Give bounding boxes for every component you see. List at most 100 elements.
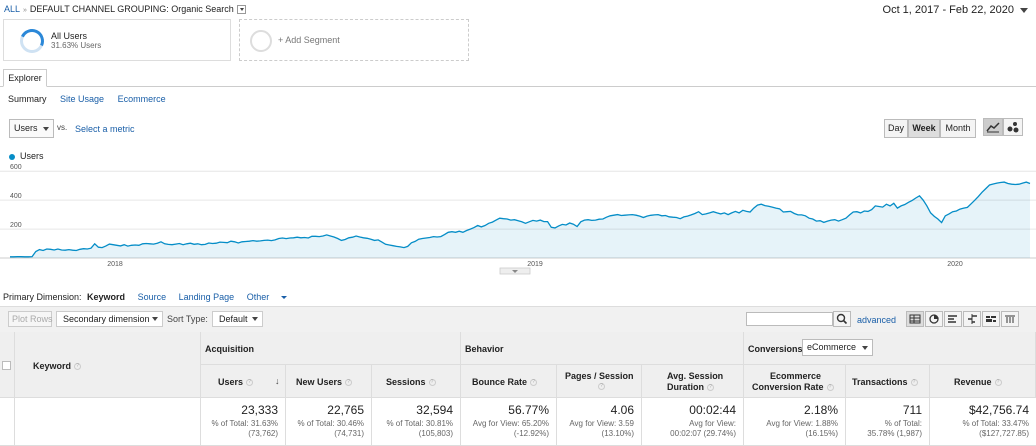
chevron-down-icon xyxy=(152,317,158,321)
breadcrumb-root-link[interactable]: ALL xyxy=(4,4,21,14)
vs-label: vs. xyxy=(57,123,68,132)
primary-dimension-other[interactable]: Other xyxy=(247,292,298,302)
date-range-picker[interactable]: Oct 1, 2017 - Feb 22, 2020 xyxy=(883,4,1028,16)
avg-duration-header-line2: Duration? xyxy=(667,382,714,392)
x-tick-label: 2019 xyxy=(527,261,543,268)
view-comparison-button[interactable] xyxy=(963,311,981,327)
metric-select[interactable]: Users xyxy=(9,119,54,138)
segment-subtitle: 31.63% Users xyxy=(51,41,102,50)
chevron-down-icon xyxy=(862,346,868,350)
column-header-sessions[interactable]: Sessions? xyxy=(372,365,461,398)
plot-rows-button[interactable]: Plot Rows xyxy=(8,311,53,327)
pages-session-header-label: Pages / Session xyxy=(565,371,634,381)
view-pivot-button[interactable] xyxy=(1001,311,1019,327)
ecom-rate-header-line2-label: Conversion Rate xyxy=(752,382,824,392)
primary-dimension-keyword[interactable]: Keyword xyxy=(87,292,126,302)
table-view-icon xyxy=(909,314,921,324)
primary-dimension-source[interactable]: Source xyxy=(137,292,167,302)
chevron-down-icon xyxy=(252,317,258,321)
bounce-rate-header: Bounce Rate? xyxy=(472,377,538,387)
column-header-new-users[interactable]: New Users? xyxy=(286,365,372,398)
search-icon xyxy=(836,313,848,325)
x-tick-label: 2020 xyxy=(947,261,963,268)
table-toolbar xyxy=(0,306,1036,332)
conversion-type-select[interactable]: eCommerce xyxy=(802,339,873,356)
keyword-header[interactable]: Keyword? xyxy=(33,361,82,371)
conversions-group-header: Conversions xyxy=(744,332,1036,365)
granularity-day-button[interactable]: Day xyxy=(884,119,908,138)
subtab-site-usage[interactable]: Site Usage xyxy=(60,94,105,104)
total-transactions-sub1: % of Total: xyxy=(884,419,922,428)
primary-dimension-other-label: Other xyxy=(246,292,270,302)
help-icon: ? xyxy=(246,379,254,387)
total-sessions-sub2: (105,803) xyxy=(418,429,453,438)
total-bounce-rate-value: 56.77% xyxy=(508,403,549,417)
users-series-area xyxy=(10,182,1030,258)
total-bounce-rate-cell: 56.77% Avg for View: 65.20% (-12.92%) xyxy=(461,398,557,446)
total-users-value: 23,333 xyxy=(241,403,278,417)
granularity-month-button[interactable]: Month xyxy=(940,119,976,138)
column-header-ecommerce-conversion-rate[interactable]: Ecommerce Conversion Rate? xyxy=(744,365,846,398)
motion-chart-button[interactable] xyxy=(1003,118,1023,136)
select-all-cell xyxy=(0,332,15,398)
secondary-dimension-label: Secondary dimension xyxy=(63,314,150,324)
sort-descending-icon[interactable]: ↓ xyxy=(275,376,280,386)
subtab-summary[interactable]: Summary xyxy=(8,94,47,104)
column-header-bounce-rate[interactable]: Bounce Rate? xyxy=(461,365,557,398)
total-revenue-cell: $42,756.74 % of Total: 33.47% ($127,727.… xyxy=(930,398,1036,446)
breadcrumb-separator: » xyxy=(23,7,27,14)
new-users-header-label: New Users xyxy=(296,377,343,387)
total-users-cell: 23,333 % of Total: 31.63% (73,762) xyxy=(201,398,286,446)
legend-label-users: Users xyxy=(20,151,44,161)
primary-dimension-label: Primary Dimension: xyxy=(3,292,82,302)
column-header-avg-session-duration[interactable]: Avg. Session Duration? xyxy=(642,365,744,398)
select-metric-link[interactable]: Select a metric xyxy=(75,124,135,134)
bubble-chart-icon xyxy=(1007,122,1019,133)
sort-type-select[interactable]: Default xyxy=(212,311,263,327)
total-transactions-sub2: 35.78% (1,987) xyxy=(867,429,922,438)
total-ecom-rate-sub1: Avg for View: 1.88% xyxy=(766,419,838,428)
date-range-label: Oct 1, 2017 - Feb 22, 2020 xyxy=(882,4,1014,16)
view-term-cloud-button[interactable] xyxy=(982,311,1000,327)
keyword-header-label: Keyword xyxy=(33,361,72,371)
revenue-header: Revenue? xyxy=(954,377,1002,387)
help-icon: ? xyxy=(598,383,605,390)
term-cloud-icon xyxy=(986,316,996,322)
add-segment-button[interactable]: + Add Segment xyxy=(239,19,469,61)
total-new-users-sub2: (74,731) xyxy=(334,429,364,438)
segment-all-users[interactable]: All Users 31.63% Users xyxy=(3,19,231,61)
column-header-revenue[interactable]: Revenue? xyxy=(930,365,1036,398)
column-header-users[interactable]: Users? xyxy=(201,365,286,398)
column-header-pages-session[interactable]: Pages / Session ? xyxy=(557,365,642,398)
revenue-header-label: Revenue xyxy=(954,377,992,387)
total-sessions-sub1: % of Total: 30.81% xyxy=(386,419,453,428)
help-icon: ? xyxy=(910,379,918,387)
breadcrumb-dropdown-button[interactable] xyxy=(236,5,246,15)
advanced-filter-link[interactable]: advanced xyxy=(857,315,897,325)
total-new-users-sub1: % of Total: 30.46% xyxy=(297,419,364,428)
column-header-transactions[interactable]: Transactions? xyxy=(846,365,930,398)
total-pages-session-sub1: Avg for View: 3.59 xyxy=(569,419,634,428)
total-revenue-sub2: ($127,727.85) xyxy=(979,429,1029,438)
view-performance-button[interactable] xyxy=(944,311,962,327)
subtab-ecommerce[interactable]: Ecommerce xyxy=(117,94,166,104)
total-avg-duration-sub2: 00:02:07 (29.74%) xyxy=(670,429,736,438)
granularity-week-button[interactable]: Week xyxy=(908,119,940,138)
ecom-rate-header-line2: Conversion Rate? xyxy=(752,382,834,392)
secondary-dimension-select[interactable]: Secondary dimension xyxy=(56,311,163,327)
bounce-rate-header-label: Bounce Rate xyxy=(472,377,528,387)
line-chart-button[interactable] xyxy=(983,118,1003,136)
y-tick-label: 600 xyxy=(10,164,22,171)
primary-dimension-landing-page[interactable]: Landing Page xyxy=(178,292,235,302)
total-pages-session-value: 4.06 xyxy=(610,403,634,417)
select-all-checkbox[interactable] xyxy=(2,361,11,370)
view-percentage-button[interactable] xyxy=(925,311,943,327)
tab-explorer[interactable]: Explorer xyxy=(3,69,47,87)
total-avg-duration-value: 00:02:44 xyxy=(689,403,736,417)
behavior-group-header: Behavior xyxy=(461,332,744,365)
table-search-input[interactable] xyxy=(746,312,833,326)
view-data-table-button[interactable] xyxy=(906,311,924,327)
keyword-header-cell: Keyword? xyxy=(15,332,201,398)
help-icon: ? xyxy=(428,379,436,387)
search-button[interactable] xyxy=(833,311,851,327)
